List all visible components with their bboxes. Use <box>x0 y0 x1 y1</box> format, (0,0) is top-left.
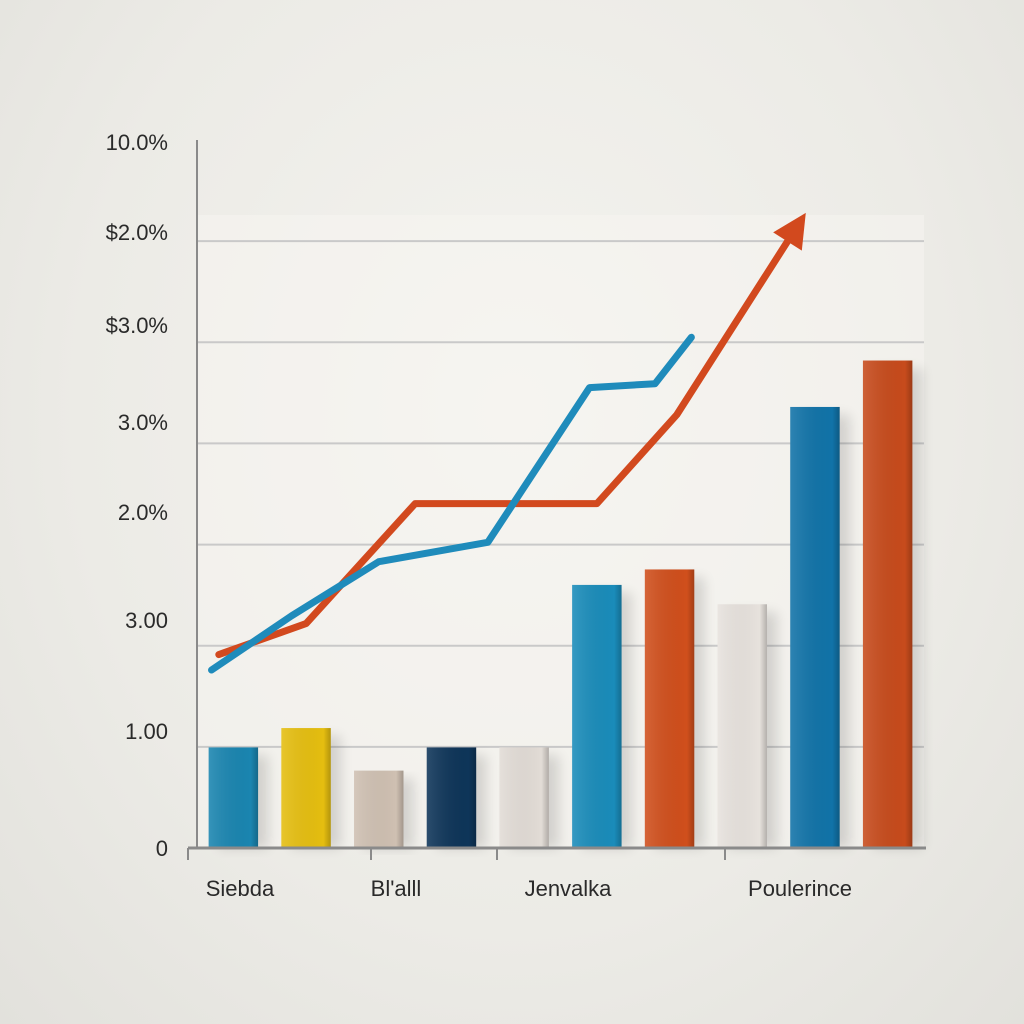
bars <box>208 360 923 848</box>
bar-highlight <box>717 604 767 848</box>
x-tick-label: Siebda <box>206 876 275 901</box>
y-tick-label: 10.0% <box>106 130 168 155</box>
y-tick-label: 1.00 <box>125 719 168 744</box>
y-tick-label: $3.0% <box>106 313 168 338</box>
y-tick-labels: 0 1.00 3.00 2.0% 3.0% $3.0% $2.0% 10.0% <box>106 130 168 861</box>
series-line <box>208 333 695 674</box>
bar-highlight <box>281 728 331 848</box>
bar-highlight <box>426 747 477 848</box>
y-tick-label: 0 <box>156 836 168 861</box>
x-tick-labels: Siebda Bl'alll Jenvalka Poulerince <box>206 876 852 901</box>
bar-highlight <box>208 747 259 848</box>
x-tick-label: Bl'alll <box>371 876 422 901</box>
bar-highlight <box>790 406 840 848</box>
x-tick-label: Jenvalka <box>525 876 613 901</box>
bar-highlight <box>499 747 549 848</box>
axes <box>187 140 926 860</box>
x-tick-label: Poulerince <box>748 876 852 901</box>
bar-highlight <box>644 569 695 848</box>
y-tick-label: $2.0% <box>106 220 168 245</box>
series-line <box>215 217 804 659</box>
bar-highlight <box>862 360 913 848</box>
bar-highlight <box>572 584 622 848</box>
arrow-head <box>773 212 806 251</box>
bar-highlight <box>354 770 404 848</box>
trend-lines <box>208 212 806 674</box>
y-tick-label: 3.0% <box>118 410 168 435</box>
y-tick-label: 2.0% <box>118 500 168 525</box>
y-tick-label: 3.00 <box>125 608 168 633</box>
